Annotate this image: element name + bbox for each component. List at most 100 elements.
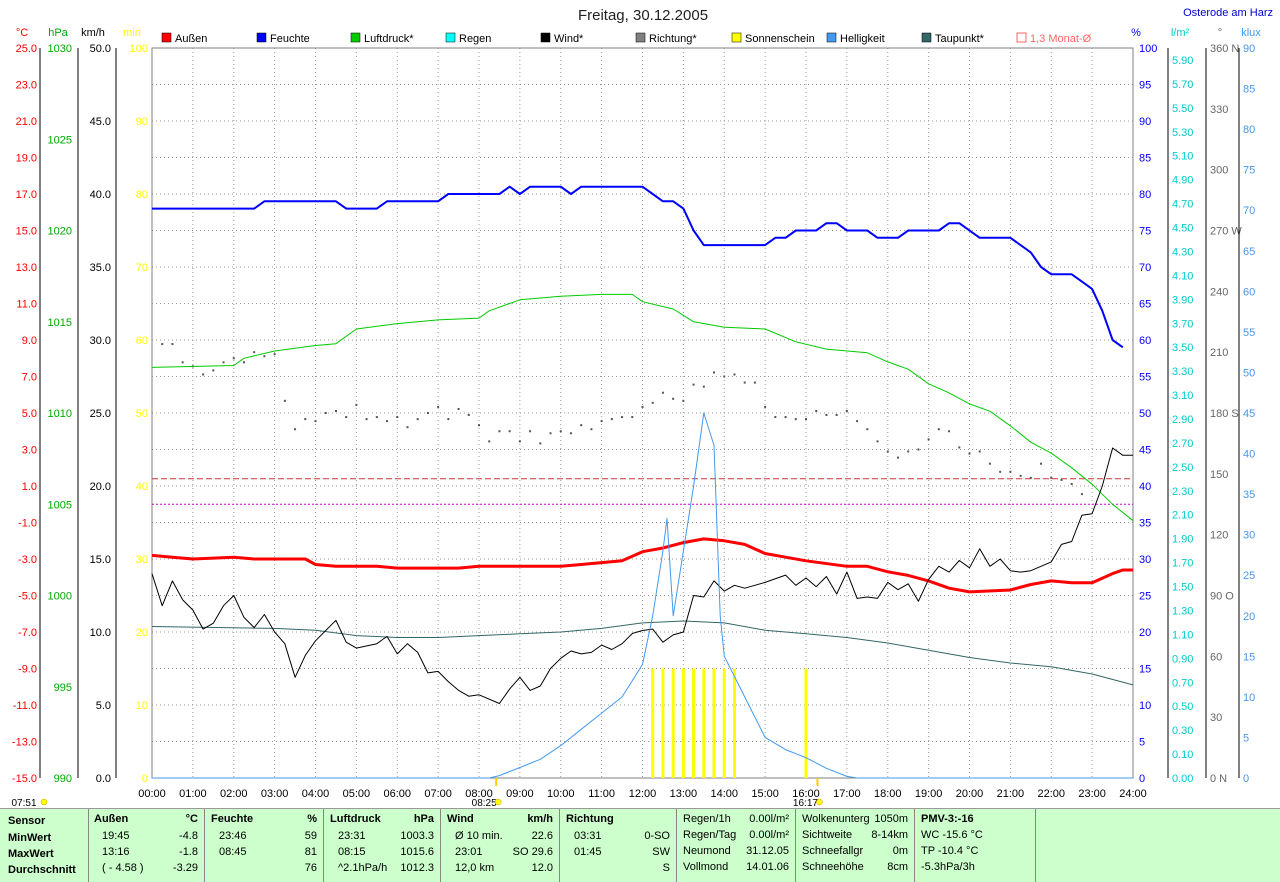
y-tick-label: 50 [1139, 408, 1151, 420]
footer-cell-value: 0.00l/m² [749, 813, 789, 825]
direction-dot [549, 432, 552, 435]
footer-cell-label: 08:45 [219, 846, 247, 858]
y-tick-label: 35 [1243, 489, 1255, 501]
direction-dot [263, 355, 266, 358]
y-tick-label: 50.0 [90, 43, 111, 55]
y-tick-label: 3.50 [1172, 342, 1193, 354]
footer-cell-value: -4.8 [179, 830, 198, 842]
y-tick-label: 3.0 [22, 445, 37, 457]
sunshine-bar [732, 668, 736, 778]
direction-dot [917, 448, 920, 451]
legend-label: Helligkeit [840, 33, 885, 45]
direction-dot [682, 399, 685, 402]
direction-dot [825, 414, 828, 417]
y-tick-label: 7.0 [22, 372, 37, 384]
y-axis-unit: km/h [81, 27, 105, 39]
direction-dot [529, 430, 532, 433]
footer-col-title: Richtung [566, 813, 614, 825]
y-tick-label: 1020 [48, 226, 72, 238]
chart-grid [151, 47, 1134, 779]
y-tick-label: 5.90 [1172, 55, 1193, 67]
direction-dot [212, 369, 215, 372]
footer-cell-label: 23:46 [219, 830, 247, 842]
series-line [151, 447, 1133, 704]
direction-dot [447, 418, 450, 421]
legend-label: Taupunkt* [935, 33, 985, 45]
legend-swatch [826, 32, 837, 43]
direction-dot [978, 450, 981, 453]
direction-dot [907, 450, 910, 453]
legend-swatch [540, 32, 551, 43]
x-tick-label: 02:00 [220, 788, 248, 800]
y-axis-unit: l/m² [1171, 27, 1190, 39]
footer-cell-label: Regen/Tag [683, 829, 737, 841]
y-tick-label: 25 [1139, 591, 1151, 603]
legend-item: Außen [161, 32, 207, 45]
legend-label: Außen [175, 33, 207, 45]
y-tick-label: 11.0 [16, 299, 37, 311]
x-tick-label: 15:00 [751, 788, 779, 800]
y-tick-label: 25 [1243, 570, 1255, 582]
legend-swatch [256, 32, 267, 43]
y-tick-label: 35 [1139, 518, 1151, 530]
y-tick-label: 1.50 [1172, 582, 1193, 594]
footer-cell-value: 12.0 [531, 862, 553, 874]
footer-cell-value: 59 [304, 830, 317, 842]
direction-dot [631, 416, 634, 419]
y-tick-label: 0 [1243, 773, 1249, 785]
legend-label: Sonnenschein [745, 33, 815, 45]
y-tick-label: 15 [1139, 664, 1151, 676]
direction-dot [222, 361, 225, 364]
footer-cell-value: 8cm [887, 861, 908, 873]
direction-dot [1029, 476, 1032, 479]
legend-swatch [161, 32, 172, 43]
y-tick-label: -1.0 [18, 518, 37, 530]
chart-axes: 00:00 01:00 02:00 03:00 04:00 05:00 06:00 07:00… [11, 27, 1261, 808]
y-tick-label: 10 [136, 700, 148, 712]
x-tick-label: 09:00 [506, 788, 534, 800]
y-tick-label: 90 [1243, 43, 1255, 55]
footer-cell-value: 31.12.05 [746, 845, 789, 857]
legend-item: Luftdruck* [350, 32, 414, 45]
direction-dot [396, 416, 399, 419]
weather-chart: Freitag, 30.12.2005 Osterode am Harz Auß… [11, 7, 1273, 808]
y-tick-label: 60 [1210, 651, 1222, 663]
y-tick-label: 100 [130, 43, 148, 55]
y-tick-label: 5.30 [1172, 127, 1193, 139]
direction-dot [641, 405, 644, 408]
sunshine-bar [651, 668, 655, 778]
y-tick-label: 17.0 [16, 189, 37, 201]
y-tick-label: 70 [136, 262, 148, 274]
y-tick-label: 21.0 [16, 116, 37, 128]
y-tick-label: 2.90 [1172, 414, 1193, 426]
direction-dot [437, 405, 440, 408]
y-tick-label: 10 [1139, 700, 1151, 712]
direction-dot [1070, 482, 1073, 485]
footer-cell-value: 8-14km [871, 829, 908, 841]
y-tick-label: 75 [1139, 226, 1151, 238]
y-tick-label: 30 [136, 554, 148, 566]
y-tick-label: 85 [1139, 153, 1151, 165]
footer-cell-label: Wolkenunterg [802, 813, 870, 825]
y-tick-label: 70 [1243, 205, 1255, 217]
y-tick-label: 995 [54, 682, 72, 694]
direction-dot [569, 432, 572, 435]
direction-dot [345, 416, 348, 419]
footer-cell-value: -1.8 [179, 846, 198, 858]
y-tick-label: 0 [142, 773, 148, 785]
direction-dot [621, 416, 624, 419]
footer-cell-value: PMV-3:-16 [921, 813, 974, 825]
direction-dot [161, 343, 164, 346]
y-tick-label: 30 [1210, 712, 1222, 724]
y-tick-label: 2.70 [1172, 438, 1193, 450]
legend-item: Wind* [540, 32, 584, 45]
direction-dot [805, 418, 807, 421]
footer-sensor-row: MaxWert [8, 848, 54, 860]
y-tick-label: 20.0 [90, 481, 111, 493]
sunshine-bar [702, 668, 706, 778]
y-axis-unit: hPa [48, 27, 68, 39]
footer-cell-value: SW [652, 846, 670, 858]
y-tick-label: 90 O [1210, 591, 1234, 603]
y-axis-unit: klux [1241, 27, 1261, 39]
direction-dot [416, 418, 419, 421]
